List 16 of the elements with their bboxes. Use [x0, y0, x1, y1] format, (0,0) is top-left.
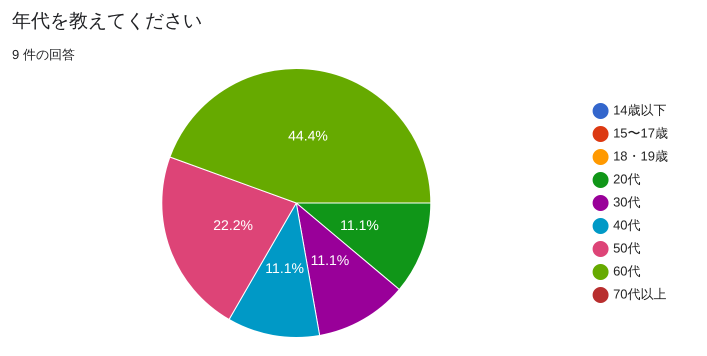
- legend-label: 40代: [613, 218, 641, 233]
- data-label: 11.1%: [340, 216, 379, 233]
- chart-title: 年代を教えてください: [12, 10, 203, 34]
- legend-label: 30代: [613, 194, 641, 210]
- legend-label: 20代: [613, 172, 641, 187]
- data-label: 22.2%: [213, 216, 253, 233]
- data-label: 44.4%: [288, 128, 328, 144]
- legend-label: 15〜17歳: [613, 126, 668, 141]
- legend-label: 18・19歳: [613, 148, 668, 164]
- legend-label: 60代: [613, 264, 641, 279]
- legend-label: 14歳以下: [613, 102, 667, 118]
- data-label: 11.1%: [265, 260, 304, 276]
- legend-label: 70代以上: [613, 286, 667, 302]
- text: 9 件の回答: [12, 46, 76, 64]
- data-label: 11.1%: [310, 252, 350, 268]
- legend-label: 50代: [613, 240, 641, 256]
